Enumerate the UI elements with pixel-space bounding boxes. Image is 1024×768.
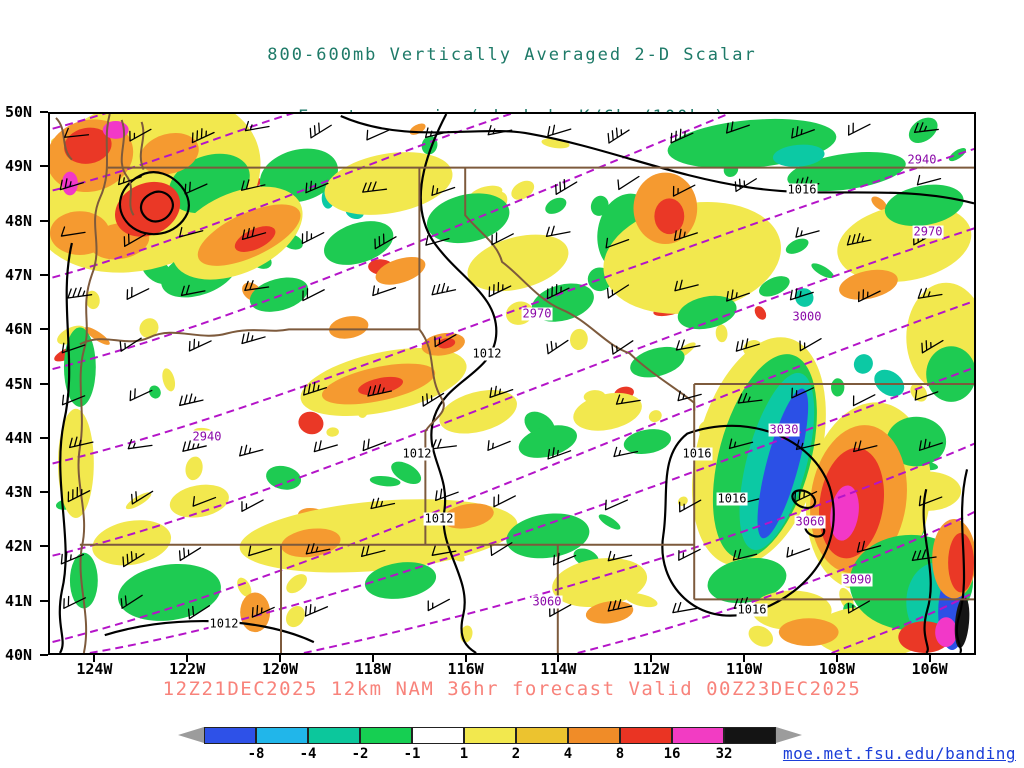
mslp-contour-label: 1012	[423, 511, 455, 526]
colorbar-tick-label: 16	[663, 746, 681, 762]
colorbar-segment	[620, 727, 672, 744]
colorbar: -8 -4 -2 -1 1 2 4 8 16 32	[178, 727, 802, 767]
lon-tick	[743, 655, 745, 662]
lon-tick	[835, 655, 838, 662]
lon-tick	[928, 655, 931, 662]
lon-axis-label: 112W	[633, 660, 670, 678]
lat-tick	[40, 382, 48, 385]
height-contour-label: 3090	[841, 572, 873, 587]
colorbar-segment	[672, 727, 724, 744]
site-link[interactable]: moe.met.fsu.edu/banding	[782, 744, 1016, 763]
lat-tick	[40, 273, 48, 276]
mslp-contour-label: 1012	[208, 616, 240, 631]
mslp-contour-label: 1016	[681, 446, 713, 461]
lat-axis-label: 42N	[5, 537, 33, 556]
map-area: 1016 2940 2970 2970 3000 1012 3030 2940 1012 1016…	[48, 112, 976, 655]
lat-axis-label: 41N	[5, 591, 33, 610]
mslp-contour-label: 1012	[401, 446, 433, 461]
colorbar-segment	[464, 727, 516, 744]
lat-tick	[40, 165, 48, 168]
colorbar-tick-label: -1	[403, 746, 421, 762]
colorbar-tick-label: -2	[351, 746, 369, 762]
lat-tick	[40, 491, 48, 494]
lat-axis-label: 45N	[5, 374, 33, 393]
lon-axis-label: 120W	[261, 660, 299, 678]
colorbar-segment	[308, 727, 360, 744]
height-contour-label: 2940	[191, 429, 223, 444]
colorbar-segment	[724, 727, 776, 744]
colorbar-segment	[516, 727, 568, 744]
lat-axis-label: 44N	[5, 428, 33, 447]
map-graphics	[50, 114, 974, 653]
colorbar-segment	[568, 727, 620, 744]
lon-axis-label: 124W	[76, 660, 113, 678]
lat-tick	[40, 545, 48, 548]
lon-tick	[93, 655, 96, 662]
colorbar-segment	[204, 727, 256, 744]
lat-axis-label: 48N	[5, 211, 33, 230]
lat-tick	[40, 219, 48, 222]
lat-tick	[40, 599, 48, 602]
lat-axis-label: 43N	[5, 483, 33, 502]
colorbar-segment	[360, 727, 412, 744]
colorbar-segment	[412, 727, 464, 744]
colorbar-overflow-arrow	[776, 727, 802, 743]
height-contour-label: 2970	[521, 306, 553, 321]
colorbar-tick-label: 1	[459, 746, 469, 762]
lat-axis-label: 47N	[5, 265, 33, 284]
lon-axis-label: 114W	[540, 660, 577, 678]
colorbar-underflow-arrow	[178, 727, 204, 743]
colorbar-tick-label: 32	[715, 746, 733, 762]
height-contour-label: 2970	[912, 224, 944, 239]
lon-axis-label: 122W	[169, 660, 206, 678]
lat-axis-label: 50N	[5, 103, 33, 121]
lat-axis-label: 46N	[5, 320, 33, 339]
lon-axis-label: 106W	[911, 660, 948, 678]
height-contour-label: 3030	[768, 422, 800, 437]
height-contour-label: 3060	[794, 514, 826, 529]
height-contour-label: 3000	[791, 309, 823, 324]
colorbar-tick-label: 2	[511, 746, 521, 762]
lon-tick	[186, 655, 189, 662]
lat-tick	[40, 328, 48, 331]
mslp-contour-label: 1016	[736, 602, 768, 617]
lat-tick	[40, 436, 48, 439]
height-contour-label: 3060	[531, 594, 563, 609]
mslp-contour-label: 1016	[716, 491, 748, 506]
lat-axis-label: 49N	[5, 157, 33, 176]
lon-axis-label: 108W	[818, 660, 855, 678]
lon-axis-label: 118W	[354, 660, 391, 678]
forecast-caption: 12Z21DEC2025 12km NAM 36hr forecast Vali…	[162, 678, 862, 700]
lon-axis-label: 116W	[447, 660, 484, 678]
colorbar-tick-label: -8	[247, 746, 265, 762]
lon-tick	[557, 655, 560, 662]
lon-axis-label: 110W	[725, 660, 763, 678]
lon-tick	[650, 655, 653, 662]
mslp-contour-label: 1012	[471, 346, 503, 361]
colorbar-tick-label: 4	[563, 746, 573, 762]
lat-axis-label: 40N	[5, 646, 33, 664]
colorbar-segment	[256, 727, 308, 744]
lon-tick	[371, 655, 374, 662]
title-line-1: 800-600mb Vertically Averaged 2-D Scalar	[267, 45, 757, 65]
lon-tick	[279, 655, 281, 662]
height-contour-label: 2940	[906, 152, 938, 167]
lon-tick	[464, 655, 467, 662]
lat-tick	[40, 654, 48, 656]
colorbar-tick-label: -4	[299, 746, 317, 762]
mslp-contour-label: 1016	[786, 182, 818, 197]
lat-tick	[40, 111, 48, 113]
colorbar-tick-label: 8	[615, 746, 625, 762]
